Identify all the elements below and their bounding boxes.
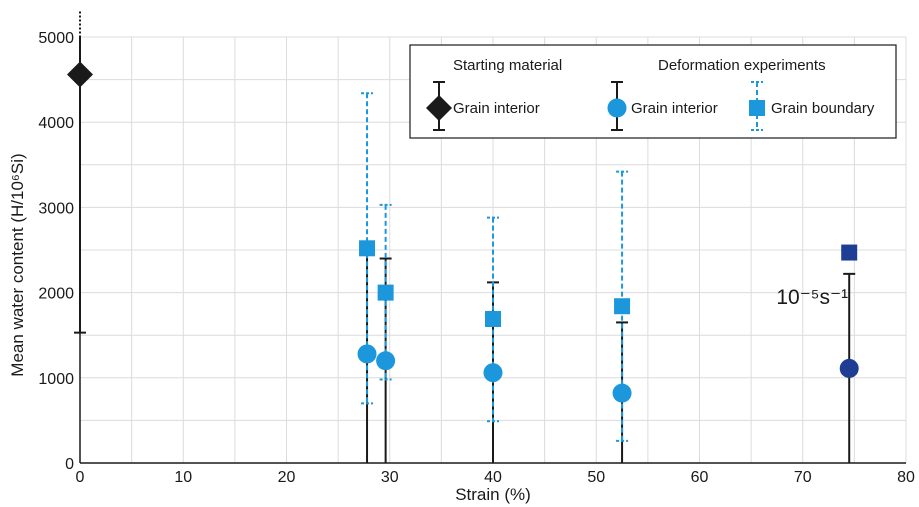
y-tick-label: 5000: [38, 30, 74, 47]
data-point-square: [359, 240, 376, 257]
x-tick-label: 50: [587, 469, 605, 486]
y-tick-label: 3000: [38, 200, 74, 217]
x-tick-label: 10: [174, 469, 192, 486]
x-tick-label: 80: [897, 469, 915, 486]
data-point-square: [614, 298, 631, 315]
x-tick-label: 20: [278, 469, 296, 486]
tick-labels: 0 10 20 30 40 50 60 70 80 0 1000 2000 3000 4000 5000: [38, 30, 915, 486]
legend-items: Grain interior Grain interior Grain bounda…: [426, 81, 875, 131]
legend-marker-circle: [607, 98, 627, 118]
data-point-circle: [839, 358, 859, 378]
legend-marker-square: [749, 100, 765, 116]
x-tick-label: 60: [691, 469, 709, 486]
data-point-circle: [483, 363, 503, 383]
legend: Starting material Deformation experiment…: [409, 44, 897, 139]
data-point-circle: [612, 383, 632, 403]
legend-group-starting: Starting material: [453, 57, 562, 74]
legend-label: Grain boundary: [771, 100, 875, 117]
data-point-circle: [376, 351, 396, 371]
x-axis-title: Strain (%): [455, 485, 531, 504]
data-markers: [67, 61, 859, 403]
data-point-circle: [357, 344, 377, 364]
x-tick-label: 30: [381, 469, 399, 486]
y-tick-label: 4000: [38, 115, 74, 132]
x-tick-label: 70: [794, 469, 812, 486]
data-point-square: [377, 284, 394, 301]
legend-label: Grain interior: [453, 100, 540, 117]
x-tick-label: 40: [484, 469, 502, 486]
strain-rate-annotation: 10⁻⁵s⁻¹: [776, 286, 848, 309]
data-point-square: [841, 244, 858, 261]
data-point-diamond: [67, 61, 93, 88]
legend-group-deformation: Deformation experiments: [658, 57, 826, 74]
legend-marker-diamond: [426, 95, 452, 121]
legend-box: [409, 44, 897, 139]
y-axis-title: Mean water content (H/10⁶Si): [8, 153, 27, 376]
y-tick-label: 0: [65, 456, 74, 473]
y-tick-label: 2000: [38, 286, 74, 303]
y-tick-label: 1000: [38, 371, 74, 388]
legend-label: Grain interior: [631, 100, 718, 117]
x-tick-label: 0: [76, 469, 85, 486]
annotations: 10⁻⁵s⁻¹: [776, 286, 848, 309]
data-point-square: [485, 311, 501, 328]
